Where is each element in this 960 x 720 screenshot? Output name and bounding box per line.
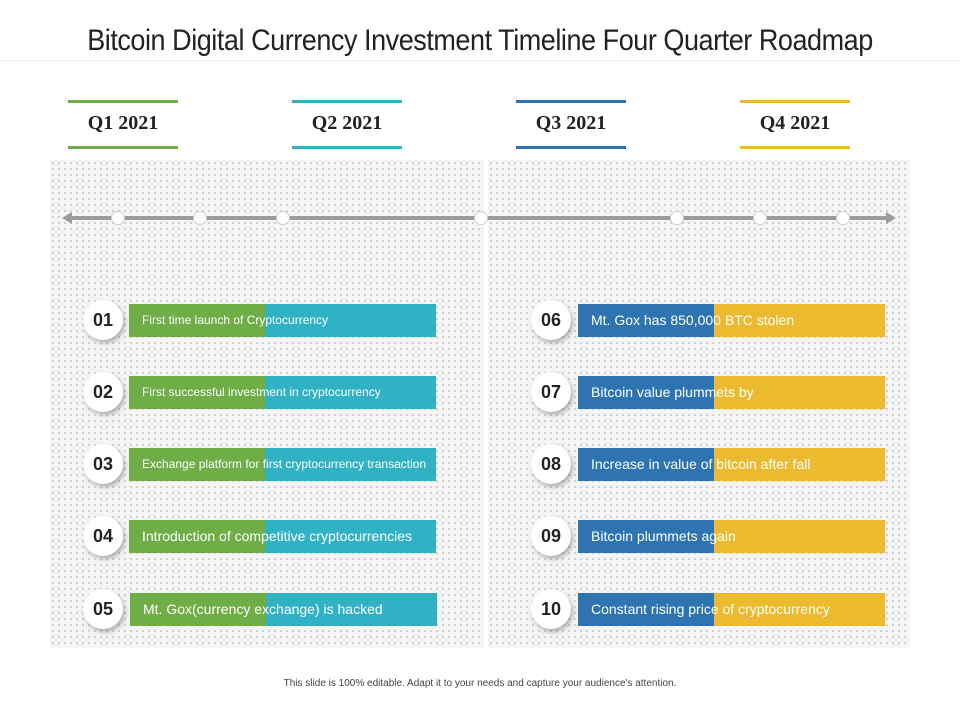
milestone-text: Bitcoin value plummets by: [591, 384, 754, 400]
timeline-node: [193, 211, 207, 225]
milestone-text: First time launch of Cryptocurrency: [142, 313, 329, 327]
milestone-number-badge: 08: [531, 444, 571, 484]
quarter-q2-label: Q2 2021: [311, 112, 383, 134]
milestone-bar: Bitcoin plummets again: [578, 520, 885, 553]
milestone-bar: Constant rising price of cryptocurrency: [578, 593, 885, 626]
quarter-q3: Q3 2021: [516, 100, 626, 149]
slide-title: Bitcoin Digital Currency Investment Time…: [87, 24, 873, 57]
quarter-q4-top-rule: [740, 100, 850, 103]
milestone-bar-segment-teal: [265, 376, 436, 409]
quarter-q3-top-rule: [516, 100, 626, 103]
milestone-text: Increase in value of bitcoin after fall: [591, 456, 811, 472]
quarter-q1: Q1 2021: [68, 100, 178, 149]
milestone-bar-segment-blue: [578, 520, 714, 553]
quarter-q4-label: Q4 2021: [759, 112, 831, 134]
quarter-q2-bottom-rule: [292, 146, 402, 149]
dotted-panel-left: [50, 160, 484, 648]
timeline-node: [474, 211, 488, 225]
milestone-bar: First time launch of Cryptocurrency: [129, 304, 436, 337]
milestone-bar-segment-yellow: [714, 304, 885, 337]
footer-note: This slide is 100% editable. Adapt it to…: [283, 678, 677, 689]
milestone-bar-segment-teal: [265, 304, 436, 337]
quarter-q4-bottom-rule: [740, 146, 850, 149]
quarter-q1-label: Q1 2021: [87, 112, 159, 134]
milestone-bar-segment-green: [129, 448, 265, 481]
milestone-text: Mt. Gox has 850,000 BTC stolen: [591, 312, 795, 328]
timeline-node: [670, 211, 684, 225]
milestone-bar: Increase in value of bitcoin after fall: [578, 448, 885, 481]
milestone-bar-segment-green: [129, 376, 265, 409]
milestone-bar-segment-blue: [578, 448, 714, 481]
milestone-number-badge: 10: [531, 589, 571, 629]
milestone-bar: First successful investment in cryptocur…: [129, 376, 436, 409]
milestone-bar: Mt. Gox has 850,000 BTC stolen: [578, 304, 885, 337]
milestone-bar-segment-blue: [578, 593, 714, 626]
timeline-node: [276, 211, 290, 225]
milestone-bar: Mt. Gox(currency exchange) is hacked: [130, 593, 437, 626]
quarter-q2: Q2 2021: [292, 100, 402, 149]
milestone-number-badge: 01: [83, 300, 123, 340]
milestone-bar-segment-teal: [266, 593, 437, 626]
milestone-text: Introduction of competitive cryptocurren…: [142, 528, 413, 544]
milestone-bar-segment-blue: [578, 376, 714, 409]
milestone-bar-segment-yellow: [714, 520, 885, 553]
milestone-text: Bitcoin plummets again: [591, 528, 736, 544]
milestone-bar: Introduction of competitive cryptocurren…: [129, 520, 436, 553]
milestone-bar-segment-yellow: [714, 448, 885, 481]
title-divider: [0, 60, 960, 61]
milestone-text: First successful investment in cryptocur…: [142, 385, 381, 399]
milestone-text: Exchange platform for first cryptocurren…: [142, 457, 427, 471]
timeline-arrow-left-icon: [62, 212, 72, 224]
milestone-text: Constant rising price of cryptocurrency: [591, 601, 830, 617]
quarter-q1-top-rule: [68, 100, 178, 103]
milestone-bar-segment-blue: [578, 304, 714, 337]
timeline-arrow-right-icon: [886, 212, 896, 224]
milestone-number-badge: 03: [83, 444, 123, 484]
milestone-bar-segment-yellow: [714, 593, 885, 626]
milestone-bar-segment-green: [129, 520, 265, 553]
timeline-node: [836, 211, 850, 225]
milestone-bar: Exchange platform for first cryptocurren…: [129, 448, 436, 481]
milestone-bar-segment-green: [130, 593, 266, 626]
milestone-bar-segment-green: [129, 304, 265, 337]
timeline-node: [111, 211, 125, 225]
quarter-q1-bottom-rule: [68, 146, 178, 149]
milestone-bar-segment-teal: [265, 448, 436, 481]
milestone-bar-segment-teal: [265, 520, 436, 553]
milestone-bar-segment-yellow: [714, 376, 885, 409]
milestone-number-badge: 02: [83, 372, 123, 412]
milestone-number-badge: 09: [531, 516, 571, 556]
quarter-q2-top-rule: [292, 100, 402, 103]
quarter-q3-bottom-rule: [516, 146, 626, 149]
milestone-text: Mt. Gox(currency exchange) is hacked: [143, 601, 383, 617]
milestone-number-badge: 07: [531, 372, 571, 412]
milestone-number-badge: 06: [531, 300, 571, 340]
quarter-q3-label: Q3 2021: [535, 112, 607, 134]
milestone-number-badge: 04: [83, 516, 123, 556]
milestone-number-badge: 05: [83, 589, 123, 629]
timeline-node: [753, 211, 767, 225]
milestone-bar: Bitcoin value plummets by: [578, 376, 885, 409]
quarter-q4: Q4 2021: [740, 100, 850, 149]
